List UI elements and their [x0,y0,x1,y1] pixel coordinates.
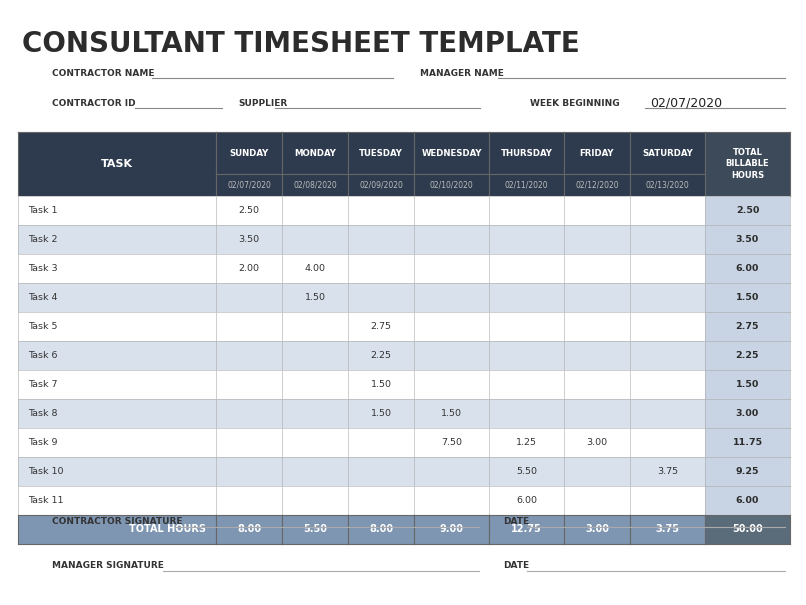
Text: Task 9: Task 9 [28,438,57,447]
Text: Task 5: Task 5 [28,322,57,331]
Text: 8.00: 8.00 [369,525,393,534]
Text: MONDAY: MONDAY [294,148,336,157]
Text: Task 3: Task 3 [28,264,57,273]
Text: MANAGER SIGNATURE: MANAGER SIGNATURE [52,561,164,571]
Text: SUNDAY: SUNDAY [230,148,268,157]
Text: 1.25: 1.25 [516,438,537,447]
Text: CONTRACTOR NAME: CONTRACTOR NAME [52,68,155,77]
Text: 3.50: 3.50 [239,235,260,244]
Text: CONSULTANT TIMESHEET TEMPLATE: CONSULTANT TIMESHEET TEMPLATE [22,30,580,58]
Text: 1.50: 1.50 [305,293,326,302]
Text: DATE: DATE [503,561,529,571]
Text: 6.00: 6.00 [516,496,537,505]
Text: 3.00: 3.00 [587,438,608,447]
Text: Task 6: Task 6 [28,351,57,360]
Text: 02/12/2020: 02/12/2020 [575,180,619,189]
Text: 2.75: 2.75 [736,322,759,331]
Text: Task 7: Task 7 [28,380,57,389]
Text: 02/11/2020: 02/11/2020 [505,180,548,189]
Text: Task 10: Task 10 [28,467,64,476]
Text: 1.50: 1.50 [441,409,462,418]
Text: Task 1: Task 1 [28,206,57,215]
Text: Task 4: Task 4 [28,293,57,302]
Text: 02/13/2020: 02/13/2020 [646,180,689,189]
Text: MANAGER NAME: MANAGER NAME [420,68,504,77]
Text: TUESDAY: TUESDAY [359,148,403,157]
Text: 2.75: 2.75 [371,322,392,331]
Text: Task 2: Task 2 [28,235,57,244]
Text: WEDNESDAY: WEDNESDAY [422,148,482,157]
Text: 02/10/2020: 02/10/2020 [430,180,473,189]
Text: TASK: TASK [101,159,133,169]
Text: CONTRACTOR SIGNATURE: CONTRACTOR SIGNATURE [52,517,182,526]
Text: 6.00: 6.00 [736,496,759,505]
Text: 5.50: 5.50 [516,467,537,476]
Text: 50.00: 50.00 [732,525,762,534]
Text: 02/08/2020: 02/08/2020 [293,180,337,189]
Text: CONTRACTOR ID: CONTRACTOR ID [52,99,135,108]
Text: 02/07/2020: 02/07/2020 [650,97,722,110]
Text: 3.75: 3.75 [657,467,678,476]
Text: 1.50: 1.50 [736,293,759,302]
Text: 12.75: 12.75 [511,525,542,534]
Text: 02/09/2020: 02/09/2020 [359,180,403,189]
Text: SATURDAY: SATURDAY [642,148,693,157]
Text: TOTAL
BILLABLE
HOURS: TOTAL BILLABLE HOURS [725,148,769,180]
Text: 9.25: 9.25 [736,467,759,476]
Text: 3.00: 3.00 [585,525,609,534]
Text: 1.50: 1.50 [736,380,759,389]
Text: DATE: DATE [503,517,529,526]
Text: 4.00: 4.00 [305,264,326,273]
Text: SUPPLIER: SUPPLIER [238,99,287,108]
Text: FRIDAY: FRIDAY [580,148,614,157]
Text: 2.50: 2.50 [736,206,759,215]
Text: 6.00: 6.00 [736,264,759,273]
Text: 2.00: 2.00 [239,264,260,273]
Text: 1.50: 1.50 [371,380,392,389]
Text: 3.50: 3.50 [736,235,759,244]
Text: 7.50: 7.50 [441,438,462,447]
Text: Task 8: Task 8 [28,409,57,418]
Text: THURSDAY: THURSDAY [501,148,552,157]
Text: 2.25: 2.25 [371,351,392,360]
Text: 2.50: 2.50 [239,206,260,215]
Text: 11.75: 11.75 [733,438,762,447]
Text: Task 11: Task 11 [28,496,64,505]
Text: 5.50: 5.50 [303,525,327,534]
Text: TOTAL HOURS: TOTAL HOURS [129,525,206,534]
Text: 2.25: 2.25 [736,351,759,360]
Text: 3.75: 3.75 [655,525,679,534]
Text: 9.00: 9.00 [439,525,463,534]
Text: WEEK BEGINNING: WEEK BEGINNING [530,99,620,108]
Text: 1.50: 1.50 [371,409,392,418]
Text: 3.00: 3.00 [736,409,759,418]
Text: 8.00: 8.00 [237,525,261,534]
Text: 02/07/2020: 02/07/2020 [227,180,271,189]
